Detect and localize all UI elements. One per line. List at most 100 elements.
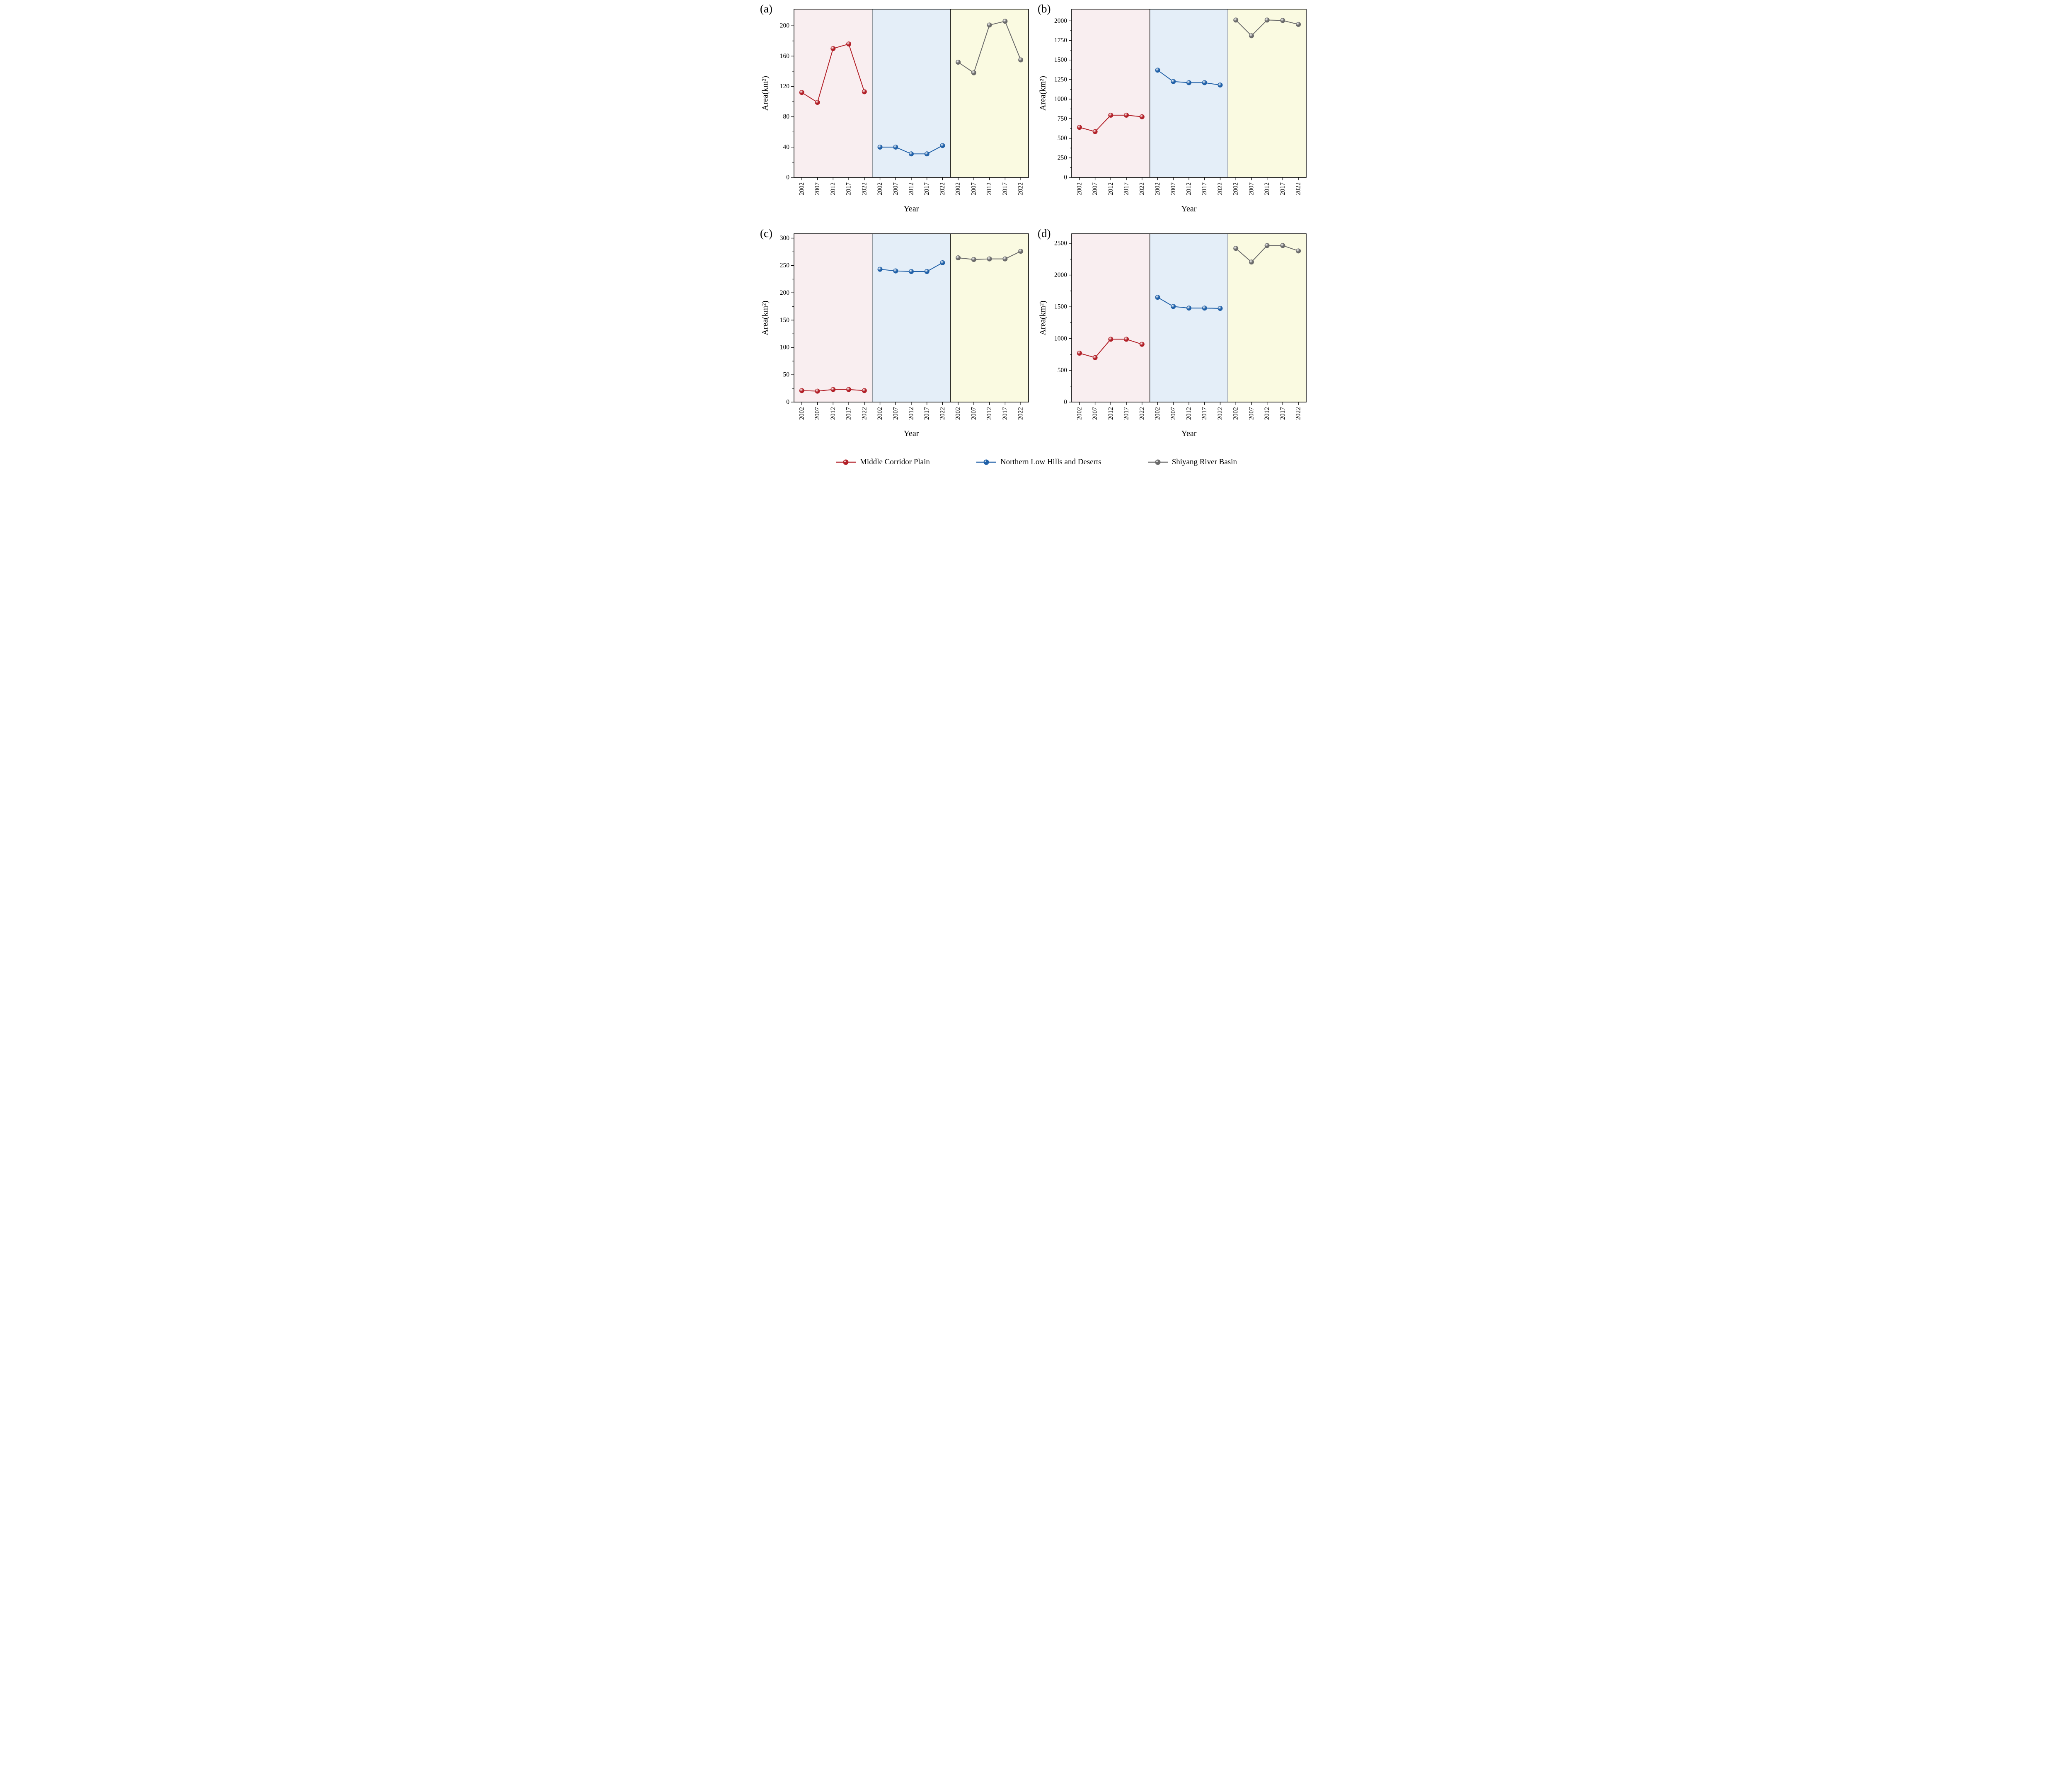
svg-text:2012: 2012 — [1107, 182, 1114, 195]
panel-b: (b) Area(km²) 0 250 500 750 1000 1250 1500 1750… — [1036, 2, 1311, 227]
svg-text:2007: 2007 — [1248, 182, 1255, 195]
panel-d: (d) Area(km²) 0 500 1000 1500 2000 2500 2002 20… — [1036, 227, 1311, 452]
svg-text:2007: 2007 — [892, 182, 899, 195]
svg-text:250: 250 — [780, 262, 790, 269]
svg-text:2002: 2002 — [1232, 182, 1239, 195]
panel-a-y-axis-label: Area(km²) — [760, 76, 770, 111]
svg-text:1500: 1500 — [1054, 303, 1067, 310]
svg-text:750: 750 — [1058, 115, 1067, 122]
svg-text:2022: 2022 — [939, 182, 946, 195]
svg-text:2017: 2017 — [1123, 407, 1130, 420]
svg-text:2022: 2022 — [1017, 407, 1024, 420]
panel-a-x-axis-label: Year — [903, 204, 919, 213]
svg-text:2012: 2012 — [830, 407, 837, 420]
svg-text:2022: 2022 — [1138, 182, 1145, 195]
svg-text:2002: 2002 — [1076, 407, 1083, 420]
svg-text:2017: 2017 — [1279, 407, 1286, 420]
svg-text:0: 0 — [786, 174, 789, 181]
svg-text:2007: 2007 — [814, 182, 821, 195]
svg-text:0: 0 — [786, 399, 789, 406]
svg-text:2500: 2500 — [1054, 240, 1067, 247]
svg-text:2012: 2012 — [1186, 407, 1193, 420]
panel-a-label: (a) — [760, 2, 772, 15]
svg-text:200: 200 — [780, 289, 790, 296]
svg-text:2022: 2022 — [1138, 407, 1145, 420]
svg-text:2022: 2022 — [1295, 182, 1302, 195]
svg-text:2007: 2007 — [1170, 182, 1177, 195]
svg-text:2017: 2017 — [845, 407, 852, 420]
svg-text:2017: 2017 — [1123, 182, 1130, 195]
panel-c-y-axis-label: Area(km²) — [760, 301, 770, 335]
panel-b-x-axis-label: Year — [1181, 204, 1197, 213]
chart-b-plot: 0 250 500 750 1000 1250 1500 1750 2000 2002 2007 20… — [1054, 9, 1307, 195]
svg-text:1750: 1750 — [1054, 37, 1067, 44]
svg-text:50: 50 — [783, 371, 790, 378]
gray-line-marker-icon — [1147, 459, 1169, 465]
svg-text:2022: 2022 — [939, 407, 946, 420]
panel-c-label: (c) — [760, 227, 772, 240]
svg-text:2012: 2012 — [908, 407, 915, 420]
svg-text:500: 500 — [1058, 367, 1067, 374]
svg-text:2002: 2002 — [1232, 407, 1239, 420]
svg-text:2017: 2017 — [1002, 182, 1009, 195]
chart-d-plot: 0 500 1000 1500 2000 2500 2002 2007 2012 2017 2022… — [1054, 233, 1307, 420]
svg-text:2022: 2022 — [861, 407, 868, 420]
svg-text:2000: 2000 — [1054, 17, 1067, 24]
svg-text:2002: 2002 — [1154, 407, 1161, 420]
svg-text:1000: 1000 — [1054, 96, 1067, 103]
svg-text:2017: 2017 — [845, 182, 852, 195]
svg-text:2017: 2017 — [1002, 407, 1009, 420]
legend-label: Shiyang River Basin — [1172, 458, 1237, 466]
svg-text:2002: 2002 — [876, 407, 884, 420]
svg-text:0: 0 — [1064, 399, 1067, 406]
svg-text:200: 200 — [780, 22, 790, 29]
panel-c: (c) Area(km²) 0 50 100 150 200 250 300 2002 2007… — [758, 227, 1034, 452]
svg-text:40: 40 — [783, 143, 790, 150]
svg-text:2000: 2000 — [1054, 272, 1067, 279]
svg-text:2007: 2007 — [1092, 407, 1099, 420]
panel-b-label: (b) — [1038, 2, 1051, 15]
svg-text:2002: 2002 — [1154, 182, 1161, 195]
svg-text:2012: 2012 — [986, 182, 993, 195]
svg-text:1250: 1250 — [1054, 76, 1067, 83]
svg-text:2017: 2017 — [1279, 182, 1286, 195]
svg-text:2017: 2017 — [1201, 407, 1208, 420]
panel-b-y-axis-label: Area(km²) — [1038, 76, 1048, 111]
svg-text:2022: 2022 — [1217, 182, 1224, 195]
svg-text:2022: 2022 — [1217, 407, 1224, 420]
svg-text:120: 120 — [780, 83, 790, 90]
svg-text:2002: 2002 — [1076, 182, 1083, 195]
svg-text:2002: 2002 — [955, 182, 962, 195]
svg-text:2007: 2007 — [970, 407, 977, 420]
svg-text:1500: 1500 — [1054, 56, 1067, 63]
svg-text:2017: 2017 — [923, 407, 930, 420]
svg-text:2012: 2012 — [830, 182, 837, 195]
svg-text:2012: 2012 — [1264, 407, 1271, 420]
svg-text:160: 160 — [780, 53, 790, 60]
svg-text:1000: 1000 — [1054, 335, 1067, 342]
panel-d-x-axis-label: Year — [1181, 429, 1197, 438]
svg-text:2012: 2012 — [986, 407, 993, 420]
svg-text:2002: 2002 — [955, 407, 962, 420]
svg-text:0: 0 — [1064, 174, 1067, 181]
panel-d-label: (d) — [1038, 227, 1051, 240]
legend-item-northern-low-hills: Northern Low Hills and Deserts — [975, 458, 1101, 467]
svg-text:2007: 2007 — [1092, 182, 1099, 195]
panel-a: (a) Area(km²) 0 40 80 120 160 200 2002 2007 2012… — [758, 2, 1034, 227]
svg-text:150: 150 — [780, 317, 790, 324]
panel-d-y-axis-label: Area(km²) — [1038, 301, 1048, 335]
chart-a-plot: 0 40 80 120 160 200 2002 2007 2012 2017 2022 2002 20… — [780, 9, 1029, 195]
svg-text:2007: 2007 — [1248, 407, 1255, 420]
panel-c-x-axis-label: Year — [903, 429, 919, 438]
svg-text:300: 300 — [780, 235, 790, 242]
svg-text:500: 500 — [1058, 135, 1067, 142]
red-line-marker-icon — [835, 459, 857, 465]
panel-grid: (a) Area(km²) 0 40 80 120 160 200 2002 2007 2012… — [758, 2, 1314, 452]
svg-text:2002: 2002 — [798, 182, 805, 195]
legend-label: Northern Low Hills and Deserts — [1000, 458, 1101, 466]
svg-text:100: 100 — [780, 344, 790, 351]
svg-text:2007: 2007 — [892, 407, 899, 420]
legend-label: Middle Corridor Plain — [860, 458, 930, 466]
svg-text:2022: 2022 — [1017, 182, 1024, 195]
svg-text:2007: 2007 — [1170, 407, 1177, 420]
